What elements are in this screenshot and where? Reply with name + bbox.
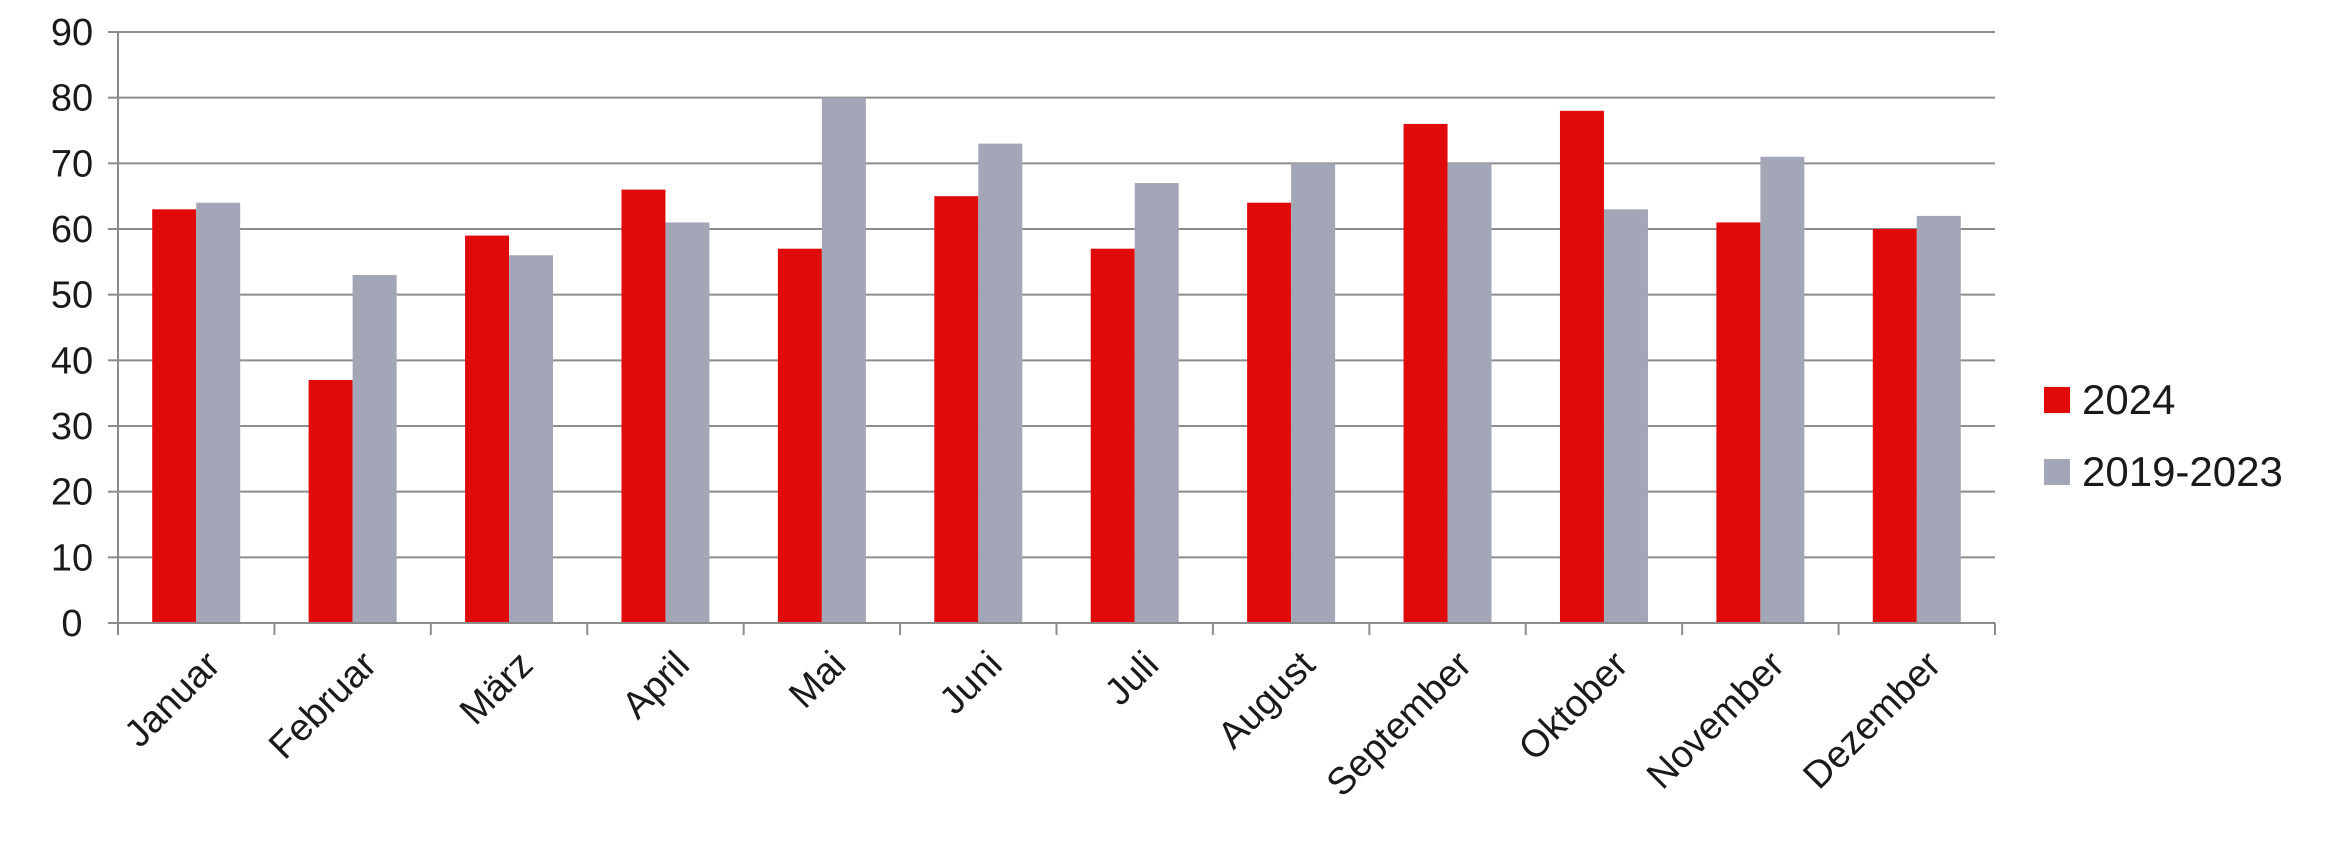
bar-series-1 [465,235,510,624]
bar-series-1 [1716,222,1761,623]
y-tick-label: 30 [51,406,93,448]
y-tick-label: 0 [61,603,82,645]
bar-series-1 [308,380,353,623]
legend-swatch [2044,459,2070,485]
bar-series-1 [1403,123,1448,623]
x-tick-label: Januar [117,643,229,755]
bar-series-2 [1603,209,1648,624]
x-tick-label: August [1210,643,1324,757]
x-tick-label: März [452,644,541,733]
axes [108,31,1996,635]
bar-series-1 [621,189,666,623]
bar-series-1 [934,196,979,623]
x-tick-label: November [1639,643,1793,797]
bar-series-2 [1760,156,1805,623]
gridlines [118,31,1995,559]
x-tick-label: Mai [781,644,854,717]
y-tick-labels: 0 10 20 30 40 50 60 70 80 90 [51,12,93,645]
bar-series-2 [1291,163,1336,624]
x-tick-label: Februar [261,643,385,767]
bar-series-2 [352,274,397,623]
bar-series-1 [1090,248,1135,623]
x-tick-labels: Januar Februar März April Mai Juni Juli AugustS… [117,643,1950,804]
legend: 2024 2019-2023 [2044,376,2283,495]
bars [152,97,1961,624]
x-tick-label: Dezember [1796,643,1950,797]
legend-label: 2024 [2082,376,2175,423]
y-tick-label: 80 [51,78,93,120]
bar-series-2 [196,202,241,623]
x-tick-label: Juli [1097,644,1167,714]
bar-series-1 [1247,202,1292,623]
bar-series-2 [1134,183,1179,624]
bar-series-1 [1872,229,1917,623]
bar-series-1 [152,209,197,624]
bar-series-2 [1916,215,1961,623]
bar-series-2 [821,97,866,623]
bar-series-1 [1559,110,1604,624]
x-tick-label: April [614,644,697,727]
x-tick-label: September [1319,643,1480,804]
y-tick-label: 40 [51,340,93,382]
y-tick-label: 50 [51,275,93,317]
y-tick-label: 20 [51,472,93,514]
x-tick-label: Juni [932,644,1011,723]
y-tick-label: 70 [51,143,93,185]
y-tick-label: 10 [51,537,93,579]
bar-series-2 [1447,163,1492,624]
y-tick-label: 60 [51,209,93,251]
bar-series-2 [509,255,554,623]
legend-label: 2019-2023 [2082,448,2283,495]
bar-series-2 [665,222,710,623]
y-tick-label: 90 [51,12,93,54]
bar-series-1 [777,248,822,623]
bar-series-2 [978,143,1023,623]
x-tick-label: Oktober [1511,643,1637,769]
legend-swatch [2044,387,2070,413]
